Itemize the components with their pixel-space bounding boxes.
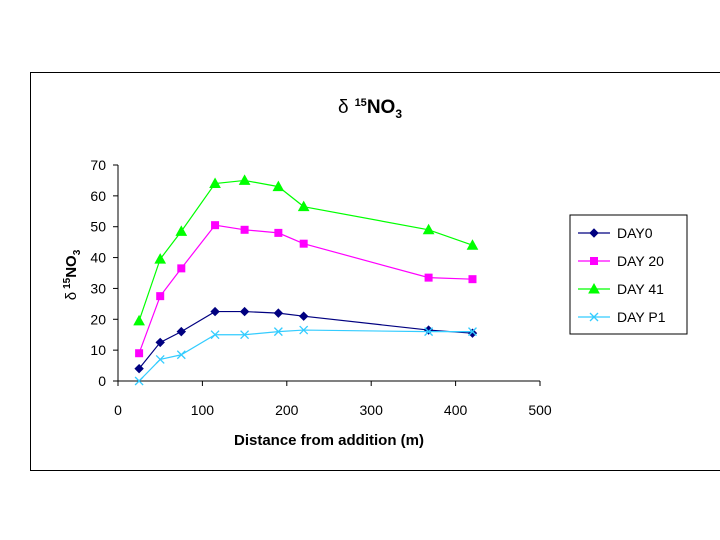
data-point <box>273 308 284 318</box>
data-point <box>211 221 220 230</box>
data-point-stroke <box>468 327 477 337</box>
data-point <box>177 264 186 273</box>
y-tick-label: 30 <box>90 280 106 296</box>
y-tick-label: 40 <box>90 250 106 266</box>
data-point-stroke <box>240 330 250 340</box>
data-point <box>134 376 144 386</box>
legend-box <box>569 214 688 335</box>
data-point <box>240 330 250 340</box>
data-point-stroke <box>155 354 165 364</box>
data-point <box>272 180 285 192</box>
x-tick-label: 500 <box>528 402 552 418</box>
data-point-stroke <box>424 327 434 337</box>
y-tick-label: 10 <box>90 342 106 358</box>
legend-label: DAY P1 <box>617 309 666 325</box>
y-tick-label: 0 <box>98 373 106 389</box>
data-point <box>176 326 187 337</box>
data-point <box>590 257 598 265</box>
data-point <box>210 330 220 340</box>
data-point-stroke <box>589 312 599 322</box>
x-tick-label: 100 <box>191 402 215 418</box>
chart-title-prefix: δ <box>338 97 349 118</box>
data-point <box>299 239 308 248</box>
data-point <box>467 328 478 338</box>
data-point-stroke <box>134 376 144 386</box>
data-point <box>424 273 433 282</box>
y-axis-label-sub: 3 <box>72 249 83 255</box>
series-line <box>138 310 473 370</box>
y-axis-label: δ 15NO3 <box>62 249 83 300</box>
data-point <box>468 327 477 337</box>
y-axis-label-sup: 15 <box>62 277 73 289</box>
data-point <box>423 325 434 335</box>
data-point <box>588 282 600 294</box>
data-point <box>422 223 435 235</box>
x-tick-label: 200 <box>275 402 299 418</box>
legend-item: DAY 41 <box>578 281 664 297</box>
data-point <box>155 354 165 364</box>
y-tick-label: 60 <box>90 188 106 204</box>
chart-title: δ 15NO3 <box>338 97 402 121</box>
series-0 <box>134 306 478 374</box>
data-point-stroke <box>273 327 283 337</box>
series-layer <box>133 174 479 386</box>
y-axis-label-main: NO <box>63 255 80 278</box>
data-point <box>155 337 165 348</box>
legend-item: DAY 20 <box>578 253 664 269</box>
chart-title-main: NO <box>367 97 396 118</box>
data-point <box>154 253 167 264</box>
data-point <box>589 312 599 322</box>
data-point <box>209 177 221 189</box>
data-point-stroke <box>299 325 309 335</box>
data-point <box>273 327 283 337</box>
y-axis-label-prefix: δ <box>63 292 80 300</box>
data-point <box>176 350 186 360</box>
x-axis-label: Distance from addition (m) <box>234 432 424 449</box>
data-point <box>133 314 145 326</box>
data-point <box>175 225 188 236</box>
data-point <box>239 306 250 317</box>
data-point <box>468 275 477 284</box>
data-point <box>299 325 309 335</box>
legend-item: DAY P1 <box>578 309 666 325</box>
data-point <box>134 363 144 374</box>
data-point <box>466 239 479 250</box>
data-point <box>297 200 310 212</box>
y-tick-label: 70 <box>90 157 106 173</box>
data-point <box>424 327 434 337</box>
axes: 0 10 20 30 40 50 60 70 0 100 200 300 400 500 <box>90 157 551 418</box>
legend: DAY0 DAY 20 DAY 41 DAY P1 <box>569 214 688 335</box>
x-tick-label: 0 <box>114 402 122 418</box>
data-point <box>274 228 283 237</box>
data-point <box>238 174 251 185</box>
legend-label: DAY 41 <box>617 281 664 297</box>
data-point <box>298 311 309 321</box>
legend-label: DAY 20 <box>617 253 664 269</box>
x-tick-label: 400 <box>444 402 468 418</box>
series-1 <box>135 221 477 358</box>
y-tick-label: 50 <box>90 219 106 235</box>
series-line <box>138 329 473 382</box>
chart-title-sup: 15 <box>355 97 367 109</box>
x-tick-label: 300 <box>360 402 384 418</box>
data-point-stroke <box>210 330 220 340</box>
data-point-stroke <box>176 350 186 360</box>
data-point <box>210 306 220 317</box>
data-point <box>589 228 599 238</box>
series-line <box>138 179 473 322</box>
data-point <box>240 225 249 234</box>
data-point <box>135 349 144 358</box>
chart-title-sub: 3 <box>395 107 402 121</box>
legend-label: DAY0 <box>617 225 653 241</box>
legend-item: DAY0 <box>578 225 653 241</box>
series-2 <box>133 174 479 326</box>
y-tick-label: 20 <box>90 311 106 327</box>
data-point <box>156 292 165 301</box>
series-3 <box>134 325 477 386</box>
